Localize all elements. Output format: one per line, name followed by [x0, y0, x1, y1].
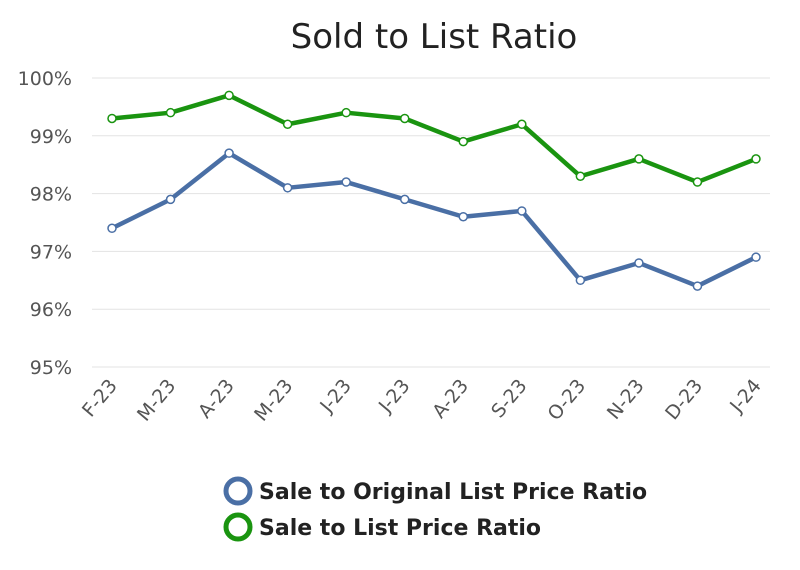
data-point[interactable]: [341, 177, 351, 187]
legend-label[interactable]: Sale to List Price Ratio: [259, 516, 541, 541]
data-point[interactable]: [282, 119, 293, 129]
x-tick-label: D-23: [661, 375, 707, 424]
legend: Sale to Original List Price Ratio Sale to…: [223, 476, 647, 542]
data-point[interactable]: [282, 183, 293, 193]
legend-label[interactable]: Sale to Original List Price Ratio: [259, 480, 647, 505]
series-1: [107, 148, 761, 291]
data-point[interactable]: [517, 206, 527, 216]
x-tick-label: S-23: [487, 375, 532, 422]
data-point[interactable]: [634, 258, 644, 268]
x-tick-label: J-23: [374, 375, 415, 417]
data-point[interactable]: [341, 107, 351, 118]
data-point[interactable]: [575, 171, 586, 182]
x-tick-label: F-23: [78, 375, 122, 421]
data-point[interactable]: [458, 211, 469, 222]
x-tick-label: A-23: [428, 375, 473, 423]
y-axis: 95% 96% 97% 98% 99% 100%: [18, 68, 72, 379]
series-group: [107, 90, 761, 291]
y-tick-label: 95%: [30, 357, 72, 379]
x-tick-label: O-23: [543, 375, 590, 425]
data-point[interactable]: [224, 148, 234, 158]
data-point[interactable]: [399, 113, 410, 124]
series-2: [107, 90, 761, 187]
data-point[interactable]: [751, 252, 761, 262]
series-line: [111, 150, 757, 289]
data-point[interactable]: [517, 119, 527, 129]
chart-title: Sold to List Ratio: [291, 17, 578, 57]
legend-marker[interactable]: [223, 512, 253, 542]
data-point[interactable]: [224, 90, 234, 101]
grid-lines: [92, 77, 770, 368]
x-tick-label: A-23: [194, 375, 239, 423]
y-tick-label: 96%: [30, 299, 72, 321]
data-point[interactable]: [692, 177, 703, 187]
y-tick-label: 99%: [30, 126, 72, 148]
data-point[interactable]: [575, 275, 586, 286]
data-point[interactable]: [458, 136, 469, 147]
data-point[interactable]: [165, 194, 176, 205]
y-tick-label: 100%: [18, 68, 72, 90]
series-line: [111, 93, 757, 185]
data-point[interactable]: [107, 113, 117, 124]
data-point[interactable]: [692, 281, 703, 291]
x-axis: F-23 M-23 A-23 M-23 J-23 J-23 A-23 S-23 O-23 N-23…: [78, 375, 766, 425]
data-point[interactable]: [634, 154, 644, 164]
x-tick-label: J-24: [725, 375, 766, 417]
data-point[interactable]: [107, 223, 117, 234]
data-point[interactable]: [165, 107, 176, 118]
data-point[interactable]: [399, 194, 410, 205]
y-tick-label: 97%: [30, 241, 72, 263]
data-point[interactable]: [751, 154, 761, 164]
x-tick-label: J-23: [315, 375, 356, 417]
x-tick-label: M-23: [133, 375, 180, 425]
x-tick-label: N-23: [603, 375, 649, 424]
x-tick-label: M-23: [250, 375, 297, 425]
y-tick-label: 98%: [30, 184, 72, 206]
legend-marker[interactable]: [223, 476, 253, 506]
